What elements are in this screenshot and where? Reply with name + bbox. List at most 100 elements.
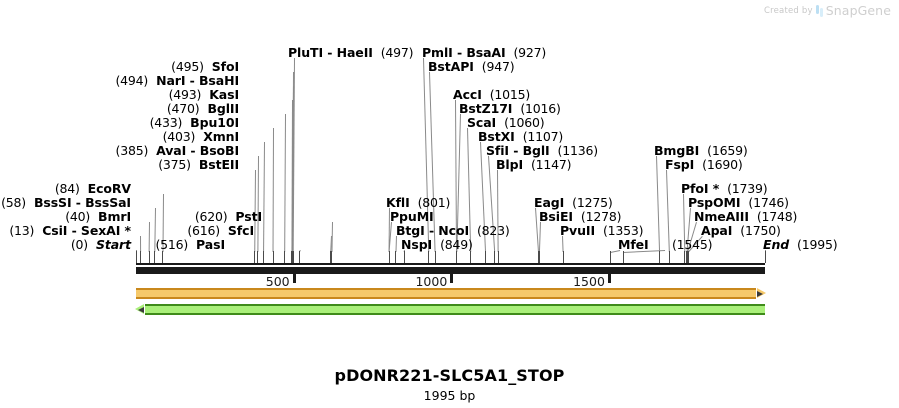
enzyme-label[interactable]: NspI (849) (401, 238, 473, 251)
enzyme-label[interactable]: SfiI - BglI (1136) (486, 144, 598, 157)
enzyme-label[interactable]: EagI (1275) (534, 196, 613, 209)
leader-line (538, 222, 541, 253)
enzyme-label[interactable]: PmlI - BsaAI (927) (422, 46, 546, 59)
enzyme-label[interactable]: PluTI - HaeII (497) (288, 45, 414, 60)
enzyme-label[interactable]: (13) CsiI - SexAI * (9, 224, 131, 237)
enzyme-label[interactable]: (403) XmnI (163, 130, 239, 143)
enzyme-name: CsiI - SexAI * (42, 223, 131, 238)
enzyme-label[interactable]: PspOMI (1746) (688, 196, 789, 209)
enzyme-position: (497) (380, 45, 414, 60)
enzyme-position: (84) (54, 181, 80, 196)
restriction-site-tick (684, 251, 686, 263)
leader-line (395, 236, 397, 253)
enzyme-label[interactable]: AccI (1015) (453, 88, 530, 101)
enzyme-name: AvaI - BsoBI (156, 143, 239, 158)
enzyme-label[interactable]: ScaI (1060) (467, 115, 545, 130)
enzyme-label[interactable]: (1545) (664, 238, 713, 251)
enzyme-label[interactable]: (493) KasI (169, 88, 239, 101)
enzyme-name: BsiEI (539, 209, 573, 224)
enzyme-label[interactable]: ApaI (1750) (701, 224, 781, 237)
restriction-site-tick (395, 251, 397, 263)
restriction-site-tick (154, 251, 156, 263)
leader-line (140, 235, 142, 252)
enzyme-label[interactable]: End (1995) (763, 237, 838, 252)
enzyme-label[interactable]: (495) SfoI (171, 60, 239, 73)
restriction-site-tick (292, 251, 294, 263)
enzyme-label[interactable]: (40) BmrI (65, 210, 131, 223)
enzyme-label[interactable]: BstZ17I (1016) (459, 102, 561, 115)
forward-arrowhead-icon (757, 288, 766, 298)
enzyme-name: PvuII (560, 223, 596, 238)
enzyme-position: (1353) (602, 223, 644, 238)
enzyme-name: ApaI (701, 223, 733, 238)
enzyme-label[interactable]: BtgI - NcoI (823) (396, 224, 510, 237)
enzyme-label[interactable]: PfoI * (1739) (681, 181, 768, 196)
enzyme-name: BstZ17I (459, 101, 513, 116)
enzyme-label[interactable]: BmgBI (1659) (654, 144, 748, 157)
enzyme-label[interactable]: (616) SfcI (187, 224, 254, 237)
enzyme-label[interactable]: BstAPI (947) (428, 60, 515, 73)
enzyme-label[interactable]: PpuMI (390, 210, 434, 223)
enzyme-label[interactable]: (58) BssSI - BssSaI (1, 196, 131, 209)
enzyme-label[interactable]: (620) PstI (195, 210, 262, 223)
enzyme-position: (516) (155, 237, 189, 252)
enzyme-label[interactable]: (375) BstEII (158, 158, 239, 171)
enzyme-position: (927) (513, 45, 547, 60)
watermark-brand: SnapGene (825, 3, 891, 18)
enzyme-name: Bpu10I (190, 115, 239, 130)
enzyme-label[interactable]: KflI (801) (386, 196, 450, 209)
enzyme-position: (1739) (727, 181, 768, 196)
enzyme-label[interactable]: BstXI (1107) (478, 130, 563, 143)
leader-line (562, 235, 564, 252)
sequence-backbone (136, 266, 765, 274)
enzyme-position: (495) (171, 59, 204, 74)
enzyme-name: PasI (196, 237, 225, 252)
enzyme-label[interactable]: (494) NarI - BsaHI (116, 74, 240, 87)
enzyme-label[interactable]: FspI (1690) (665, 158, 743, 171)
restriction-site-tick (497, 251, 499, 263)
enzyme-position: (494) (115, 73, 149, 88)
restriction-site-tick (162, 251, 164, 263)
enzyme-position: (1136) (557, 143, 599, 158)
enzyme-name: EagI (534, 195, 565, 210)
enzyme-label[interactable]: BlpI (1147) (496, 158, 572, 171)
enzyme-label[interactable]: PvuII (1353) (560, 223, 644, 238)
enzyme-name: PpuMI (390, 209, 434, 224)
reverse-feature-arrow[interactable] (135, 304, 765, 315)
plasmid-name: pDONR221-SLC5A1_STOP (334, 366, 565, 385)
ruler-label: 1500 (573, 274, 605, 289)
enzyme-name: BssSI - BssSaI (33, 195, 131, 210)
enzyme-name: End (763, 237, 790, 252)
restriction-site-tick (292, 251, 294, 263)
enzyme-name: NmeAIII (694, 209, 749, 224)
backbone-rule-top (136, 263, 765, 265)
ruler-label: 500 (265, 274, 290, 289)
enzyme-label[interactable]: BsiEI (1278) (539, 210, 621, 223)
enzyme-position: (0) (70, 237, 88, 252)
enzyme-label[interactable]: NmeAIII (1748) (694, 210, 797, 223)
enzyme-label[interactable]: (516) PasI (155, 238, 225, 251)
leader-line (497, 169, 499, 252)
enzyme-label[interactable]: (385) AvaI - BsoBI (116, 143, 240, 158)
enzyme-label[interactable]: (470) BglII (167, 102, 239, 115)
enzyme-label[interactable]: (433) Bpu10I (150, 115, 240, 130)
enzyme-label[interactable]: (84) EcoRV (55, 182, 131, 195)
enzyme-name: KasI (209, 87, 239, 102)
restriction-site-tick (272, 251, 274, 263)
ruler-label: 1000 (415, 274, 448, 289)
enzyme-name: SfoI (211, 59, 239, 74)
enzyme-name: MfeI (618, 237, 649, 252)
forward-feature-arrow[interactable] (136, 288, 766, 299)
forward-feature-body (136, 288, 756, 299)
enzyme-label[interactable]: (0) Start (71, 238, 131, 251)
enzyme-name: ScaI (467, 115, 497, 130)
leader-line (292, 58, 295, 253)
restriction-site-tick (434, 251, 436, 263)
enzyme-position: (823) (476, 223, 510, 238)
restriction-site-tick (136, 251, 137, 263)
enzyme-name: NarI - BsaHI (156, 73, 239, 88)
enzyme-name: PfoI * (681, 181, 720, 196)
restriction-site-tick (659, 251, 661, 263)
enzyme-label[interactable]: MfeI (618, 238, 649, 251)
